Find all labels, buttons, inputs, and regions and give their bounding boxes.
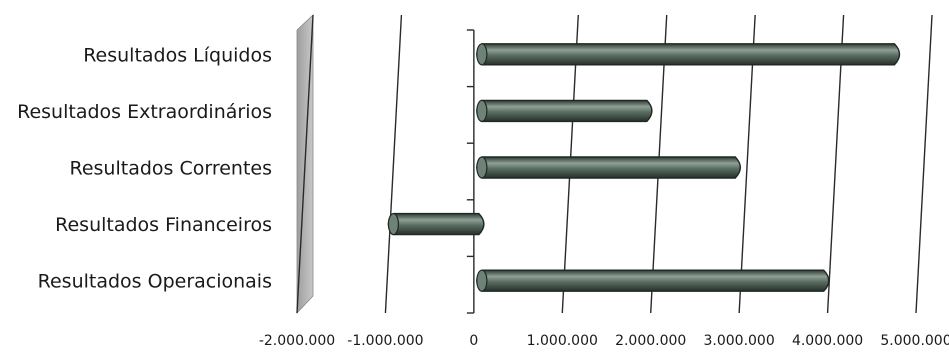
x-tick-label: 0 (469, 333, 478, 349)
bar-cap (476, 156, 488, 179)
x-axis-tick-labels: -2.000.000 -1.000.000 0 1.000.000 2.000.000 3… (259, 333, 949, 349)
x-tick-label: 2.000.000 (615, 333, 686, 349)
x-tick-label: 4.000.000 (792, 333, 863, 349)
gridline-0 (296, 14, 314, 314)
category-label: Resultados Extraordinários (17, 101, 272, 123)
bar-cap (476, 99, 488, 123)
bar-4 (387, 212, 485, 236)
category-labels: Resultados Líquidos Resultados Extraordin… (17, 44, 272, 292)
bar-body (387, 212, 485, 236)
x-tick-label: 3.000.000 (704, 333, 775, 349)
category-label: Resultados Correntes (69, 158, 272, 180)
category-label: Resultados Líquidos (83, 44, 272, 66)
x-tick-label: 1.000.000 (527, 333, 598, 349)
bar-3 (476, 156, 741, 179)
bar-body (476, 269, 830, 292)
bar-body (476, 156, 741, 179)
category-label: Resultados Operacionais (38, 271, 272, 293)
bar-body (476, 43, 901, 66)
x-tick-label: -2.000.000 (259, 333, 335, 349)
x-tick-label: -1.000.000 (347, 333, 423, 349)
bar-2 (476, 99, 653, 123)
x-tick-label: 5.000.000 (880, 333, 949, 349)
bar-body (476, 99, 653, 123)
bar-1 (476, 43, 901, 66)
bar-cap (476, 269, 488, 292)
gridline-1 (384, 14, 403, 314)
bar-5 (476, 269, 830, 292)
y-axis (466, 29, 475, 314)
gridline-7 (915, 14, 933, 314)
bar-cap (476, 43, 488, 66)
category-label: Resultados Financeiros (55, 214, 272, 236)
bars (387, 43, 901, 292)
bar-cap (387, 213, 400, 236)
